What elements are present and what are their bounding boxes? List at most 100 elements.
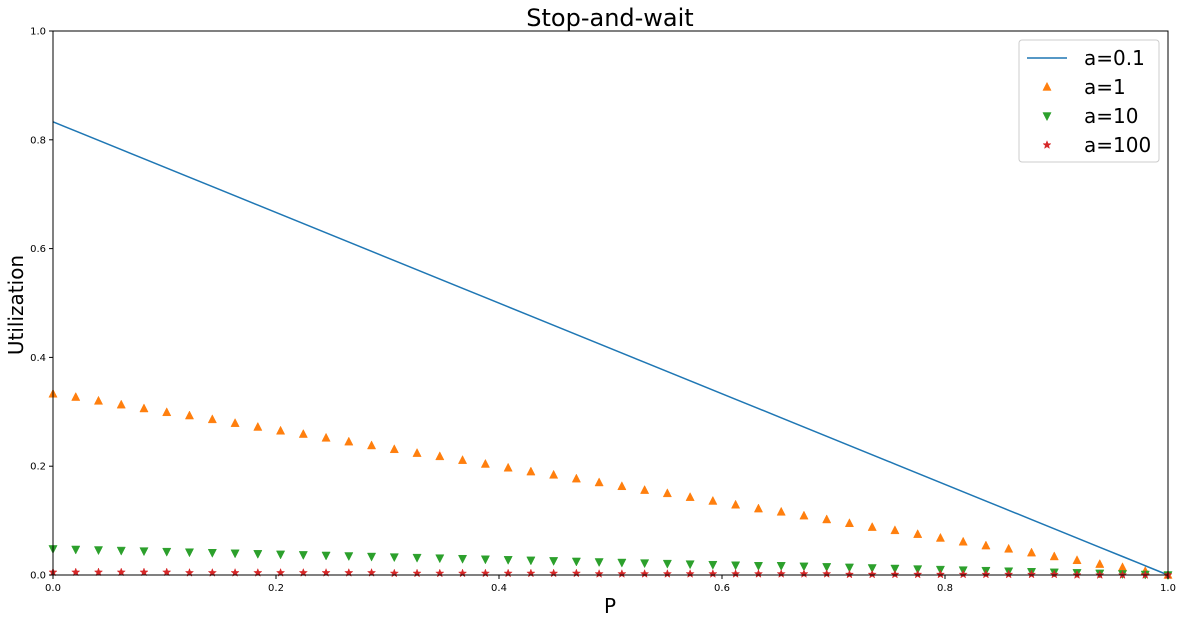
data-point bbox=[639, 568, 650, 578]
x-tick-label: 0.0 bbox=[45, 583, 61, 594]
data-point bbox=[730, 568, 741, 578]
data-point bbox=[776, 568, 786, 578]
data-point bbox=[480, 458, 490, 468]
data-point bbox=[116, 567, 126, 577]
legend-handle bbox=[1042, 81, 1052, 91]
data-point bbox=[162, 547, 172, 557]
data-point bbox=[71, 545, 81, 555]
data-point bbox=[367, 440, 377, 450]
legend-handle bbox=[1042, 140, 1052, 149]
data-point bbox=[890, 569, 900, 579]
data-point bbox=[139, 567, 149, 577]
data-point bbox=[389, 444, 399, 454]
data-point bbox=[844, 518, 854, 528]
data-point bbox=[526, 556, 536, 566]
data-point bbox=[617, 481, 627, 491]
data-point bbox=[139, 547, 149, 557]
data-point bbox=[935, 532, 945, 542]
data-point bbox=[435, 554, 445, 564]
data-point bbox=[662, 559, 672, 569]
data-point bbox=[799, 568, 809, 578]
data-point bbox=[1072, 555, 1082, 565]
legend-entry: a=100 bbox=[1084, 133, 1151, 157]
data-point bbox=[93, 567, 104, 577]
data-point bbox=[1049, 551, 1059, 561]
data-point bbox=[298, 428, 308, 438]
data-point bbox=[253, 550, 263, 559]
data-point bbox=[412, 553, 422, 563]
data-point bbox=[913, 529, 923, 538]
data-point bbox=[935, 569, 946, 579]
chart-title: Stop-and-wait bbox=[526, 4, 693, 32]
legend-entry: a=0.1 bbox=[1084, 46, 1145, 70]
legend-entry: a=1 bbox=[1084, 75, 1126, 99]
data-point bbox=[685, 560, 695, 570]
data-point bbox=[594, 477, 604, 487]
data-point bbox=[116, 399, 126, 409]
data-point bbox=[571, 473, 581, 483]
x-tick-label: 0.2 bbox=[268, 583, 284, 594]
data-point bbox=[981, 569, 991, 579]
series-a=0.1 bbox=[52, 121, 1169, 576]
data-point bbox=[1026, 547, 1037, 557]
data-point bbox=[753, 503, 764, 513]
data-point bbox=[389, 553, 399, 563]
data-point bbox=[822, 514, 832, 524]
data-point bbox=[617, 568, 627, 578]
axis-ticks: 0.0 0.2 0.4 0.6 0.8 1.0 0.0 0.2 0.4 0.6 0.8 1.0 bbox=[30, 27, 1176, 595]
data-point bbox=[549, 557, 559, 567]
data-point bbox=[594, 568, 604, 578]
data-point bbox=[571, 557, 581, 567]
data-point bbox=[867, 564, 877, 574]
x-tick-label: 1.0 bbox=[1160, 583, 1176, 594]
data-point bbox=[867, 569, 877, 579]
data-point bbox=[799, 510, 809, 520]
data-point bbox=[958, 569, 968, 579]
data-point bbox=[890, 525, 900, 535]
data-point bbox=[844, 563, 854, 573]
data-point bbox=[503, 556, 513, 565]
data-point bbox=[822, 563, 832, 572]
series-line bbox=[52, 121, 1169, 576]
legend-box bbox=[1018, 39, 1160, 163]
data-point bbox=[207, 548, 217, 558]
data-point bbox=[93, 546, 104, 556]
data-point bbox=[1026, 569, 1037, 579]
data-point bbox=[1004, 543, 1014, 553]
y-tick-label: 0.6 bbox=[30, 244, 46, 255]
data-point bbox=[162, 567, 172, 577]
data-point bbox=[253, 421, 263, 431]
data-point bbox=[184, 548, 195, 558]
data-point bbox=[116, 546, 126, 556]
data-point bbox=[731, 561, 741, 571]
data-point bbox=[321, 551, 331, 561]
data-point bbox=[958, 536, 968, 546]
series-a=10 bbox=[48, 545, 1173, 581]
data-point bbox=[594, 558, 604, 568]
x-tick-label: 0.6 bbox=[714, 583, 730, 594]
data-point bbox=[822, 568, 832, 578]
data-point bbox=[71, 567, 81, 577]
axes-frame bbox=[52, 30, 1169, 576]
y-tick-label: 0.8 bbox=[30, 135, 46, 146]
data-point bbox=[298, 551, 308, 561]
data-point bbox=[708, 568, 718, 578]
data-point bbox=[526, 466, 536, 476]
x-tick-label: 0.4 bbox=[491, 583, 507, 594]
data-point bbox=[708, 495, 718, 505]
legend-entry: a=10 bbox=[1084, 104, 1138, 128]
data-point bbox=[276, 425, 286, 435]
data-point bbox=[344, 552, 354, 562]
data-point bbox=[617, 558, 627, 568]
data-point bbox=[708, 560, 718, 570]
plot-area bbox=[48, 121, 1173, 581]
y-tick-label: 1.0 bbox=[30, 27, 46, 38]
data-point bbox=[731, 499, 741, 509]
data-point bbox=[753, 562, 764, 571]
data-point bbox=[753, 568, 764, 578]
y-tick-label: 0.4 bbox=[30, 353, 46, 364]
data-point bbox=[207, 414, 217, 424]
data-point bbox=[1095, 558, 1105, 568]
